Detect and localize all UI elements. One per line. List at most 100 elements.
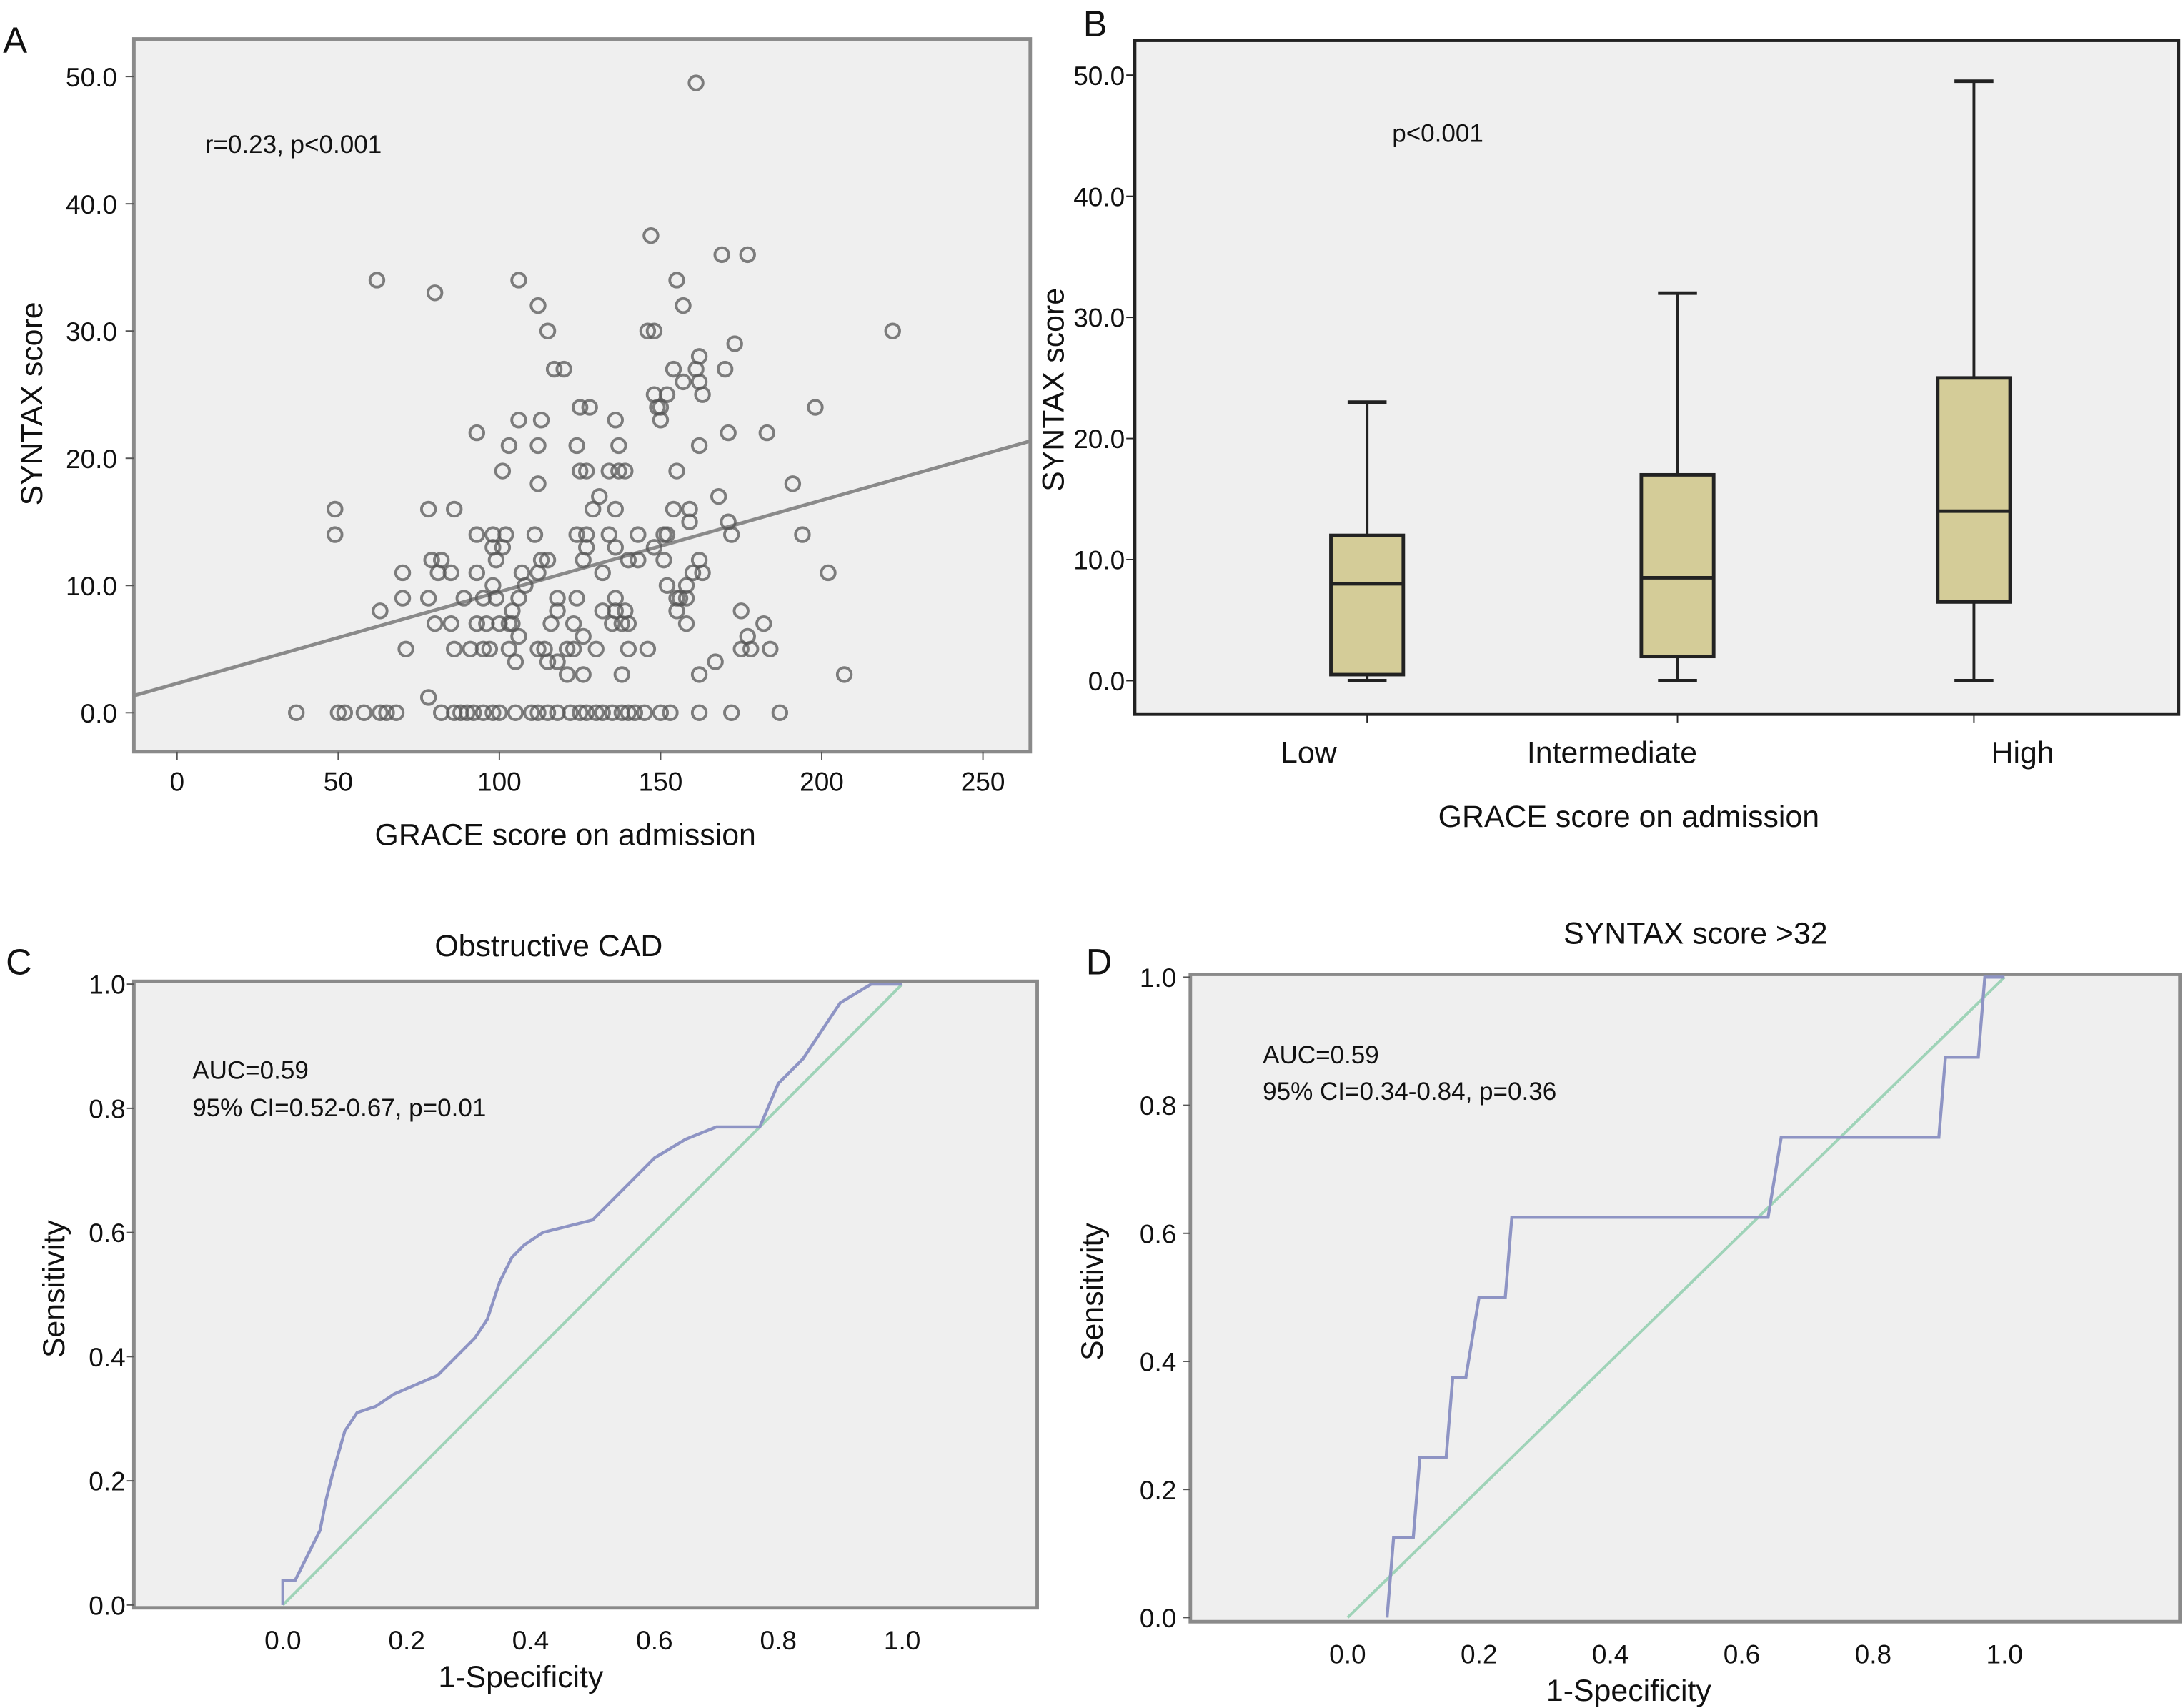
data-point: [510, 412, 527, 429]
y-tick-label: 0.2: [1140, 1476, 1176, 1505]
data-point: [500, 437, 518, 455]
data-point: [600, 526, 617, 543]
y-tick-label: 0.8: [89, 1095, 125, 1124]
data-point: [662, 704, 679, 721]
data-point: [675, 297, 692, 314]
data-point: [716, 360, 734, 378]
data-point: [419, 500, 437, 518]
x-tick-label: 0.8: [760, 1626, 797, 1655]
data-point: [474, 640, 492, 657]
data-point: [442, 615, 459, 632]
data-point: [507, 704, 524, 721]
box-high: [1936, 376, 2012, 604]
data-point: [446, 640, 463, 657]
data-point: [484, 577, 502, 594]
data-point: [677, 577, 695, 594]
data-point: [568, 437, 585, 455]
y-tick-label: 50.0: [66, 63, 117, 92]
data-point: [327, 526, 344, 543]
data-point: [459, 704, 476, 721]
data-point: [645, 322, 663, 339]
x-axis-label-c: 1-Specificity: [438, 1660, 604, 1694]
data-point: [677, 615, 695, 632]
data-point: [549, 590, 566, 607]
data-point: [372, 602, 389, 620]
data-point: [504, 602, 521, 620]
y-tick-label: 40.0: [66, 190, 117, 219]
x-tick-label: 0.6: [636, 1626, 672, 1655]
data-point: [474, 704, 492, 721]
auc-annotation-d: AUC=0.59: [1263, 1041, 1379, 1069]
x-axis-label-b: GRACE score on admission: [1438, 800, 1819, 834]
x-tick-label: Low: [1281, 735, 1338, 770]
y-axis-label-b: SYNTAX score: [1037, 288, 1071, 492]
data-point: [607, 412, 624, 429]
x-tick-label: 0.6: [1724, 1640, 1760, 1669]
data-point: [594, 564, 611, 582]
data-point: [620, 551, 637, 569]
data-point: [529, 475, 547, 492]
data-point: [468, 424, 485, 442]
data-point: [820, 564, 837, 582]
data-point: [671, 590, 689, 607]
data-point: [607, 539, 624, 556]
auc-annotation-c: AUC=0.59: [192, 1057, 309, 1085]
x-tick-label: 1.0: [884, 1626, 920, 1655]
data-point: [329, 704, 347, 721]
data-point: [794, 526, 811, 543]
data-point: [539, 322, 557, 339]
data-point: [684, 564, 702, 582]
data-point: [558, 666, 576, 683]
y-tick-label: 30.0: [1073, 304, 1125, 333]
y-tick-label: 0.0: [81, 699, 117, 728]
data-point: [668, 462, 685, 480]
data-point: [433, 551, 450, 569]
x-tick-label: 150: [639, 767, 683, 796]
data-point: [665, 500, 682, 518]
data-point: [468, 615, 485, 632]
plot-area-a: [131, 37, 1033, 754]
data-point: [378, 704, 395, 721]
data-point: [397, 640, 414, 657]
data-point: [446, 500, 463, 518]
y-tick-label: 0.6: [1140, 1219, 1176, 1248]
y-tick-label: 10.0: [1073, 546, 1125, 575]
y-tick-label: 1.0: [1140, 963, 1176, 993]
data-point: [594, 704, 611, 721]
data-point: [426, 615, 444, 632]
data-point: [607, 590, 624, 607]
data-point: [536, 640, 553, 657]
data-point: [755, 615, 772, 632]
y-axis-label-c: Sensitivity: [37, 1220, 71, 1358]
box-low: [1329, 533, 1406, 677]
x-tick-label: 0: [169, 767, 184, 796]
data-point: [665, 360, 682, 378]
data-point: [507, 653, 524, 670]
y-tick-label: 20.0: [1073, 424, 1125, 454]
y-tick-label: 10.0: [66, 572, 117, 601]
data-point: [510, 590, 527, 607]
data-point: [687, 74, 705, 91]
panel-a: A 0 50 100 150 200 250 0.0 10.0 20.0 30.0 40.0 50.0…: [3, 20, 1033, 852]
panel-d: D SYNTAX score >32 0.0 0.2 0.4 0.6 0.8 1.0 0.0…: [1075, 917, 2182, 1708]
y-tick-label: 0.6: [89, 1218, 125, 1248]
data-point: [287, 704, 305, 721]
y-tick-label: 50.0: [1073, 61, 1125, 91]
data-point: [578, 526, 595, 543]
data-point: [532, 551, 550, 569]
panel-label-d: D: [1086, 941, 1113, 982]
data-point: [690, 348, 708, 365]
data-point: [336, 704, 354, 721]
p-value-annotation: p<0.001: [1392, 120, 1483, 148]
y-tick-label: 20.0: [66, 445, 117, 474]
data-point: [762, 640, 779, 657]
data-point: [539, 551, 557, 569]
title-c: Obstructive CAD: [434, 929, 662, 963]
data-point: [617, 602, 634, 620]
panel-label-c: C: [6, 941, 32, 982]
data-point: [529, 704, 547, 721]
data-point: [604, 704, 621, 721]
x-tick-label: 0.0: [264, 1626, 301, 1655]
data-point: [784, 475, 802, 492]
